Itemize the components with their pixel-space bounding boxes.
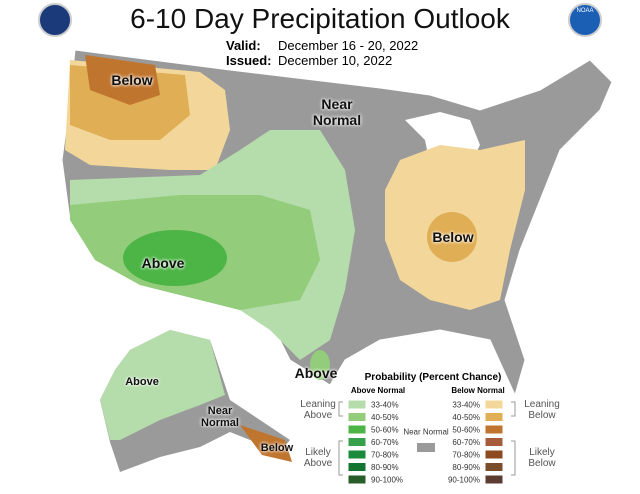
legend-swatch [347, 462, 367, 472]
legend-label: 33-40% [371, 401, 399, 410]
map-label: Below [260, 442, 294, 454]
group-label: Leaning Below [524, 399, 560, 421]
brackets [338, 401, 516, 476]
legend-label: 40-50% [452, 413, 480, 422]
legend-swatch [484, 399, 504, 410]
legend-swatch [484, 424, 504, 435]
map-label: Above [141, 255, 185, 271]
issued-label: Issued: [226, 53, 272, 68]
map-label: Above [294, 365, 338, 381]
above-40-50-texas [310, 350, 330, 380]
legend-label: 50-60% [452, 426, 480, 435]
legend-above-header: Above Normal [351, 386, 405, 395]
alaska-below [240, 425, 292, 462]
legend-swatch [484, 437, 504, 447]
legend-swatch [484, 462, 504, 472]
above-50-60 [123, 230, 227, 286]
legend-swatch [347, 399, 367, 410]
valid-date: December 16 - 20, 2022 [278, 38, 418, 53]
valid-label: Valid: [226, 38, 261, 53]
map-label: Below [432, 229, 474, 245]
legend-swatch [347, 474, 367, 485]
legend-swatch [347, 424, 367, 435]
legend-label: 90-100% [371, 476, 403, 485]
legend-swatch [484, 449, 504, 460]
legend-label: 80-90% [452, 463, 480, 472]
legend-label: 80-90% [371, 463, 399, 472]
doc-logo [38, 3, 72, 37]
map-label: Above [125, 376, 159, 388]
legend-swatch [347, 412, 367, 422]
legend-swatch [484, 474, 504, 485]
group-label: Leaning Above [300, 399, 336, 421]
map-label: Near Normal [312, 96, 362, 128]
legend-label: 90-100% [448, 476, 480, 485]
legend-swatch [347, 437, 367, 447]
near-normal-label: Near Normal [403, 427, 449, 437]
legend-label: 33-40% [452, 401, 480, 410]
alaska-above [100, 330, 225, 440]
group-label: Likely Above [303, 447, 333, 469]
legend-label: 70-80% [452, 451, 480, 460]
legend-label: 60-70% [371, 438, 399, 447]
legend-label: 40-50% [371, 413, 399, 422]
legend-below-header: Below Normal [451, 386, 504, 395]
map-label: Below [111, 72, 153, 88]
legend-label: 50-60% [371, 426, 399, 435]
title: 6-10 Day Precipitation Outlook [130, 3, 511, 34]
noaa-logo-text: NOAA [576, 8, 593, 14]
issued-date: December 10, 2022 [278, 53, 392, 68]
map-label: Near Normal [201, 405, 239, 429]
group-label: Likely Below [528, 447, 556, 469]
below-40-50-east [427, 212, 477, 262]
legend-title: Probability (Percent Chance) [365, 372, 502, 383]
legend-swatch [347, 449, 367, 460]
noaa-logo [568, 3, 602, 37]
legend-swatch [417, 443, 435, 452]
below-50-60 [85, 55, 160, 105]
legend-swatch [484, 412, 504, 422]
legend-label: 70-80% [371, 451, 399, 460]
legend-label: 60-70% [452, 438, 480, 447]
